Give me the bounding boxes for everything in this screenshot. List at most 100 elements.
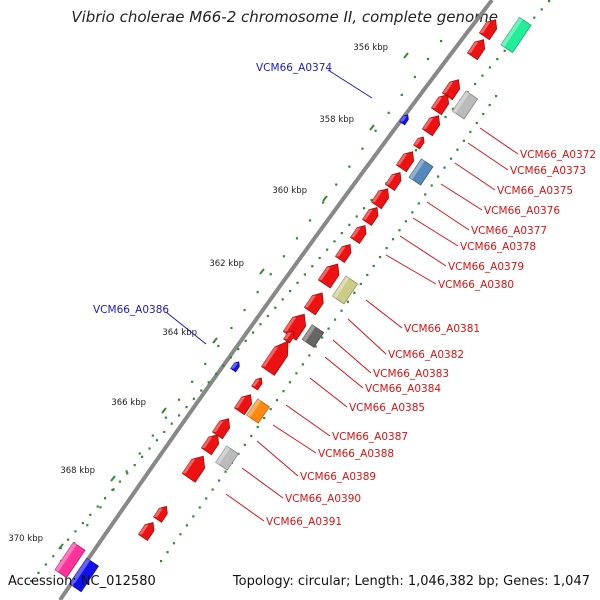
- gene-label-right: VCM66_A0387: [332, 431, 408, 443]
- gc-dot: [155, 439, 158, 442]
- gc-dot: [205, 497, 208, 500]
- leader-line: [327, 69, 373, 99]
- gc-dot: [314, 345, 317, 348]
- gc-dot: [437, 175, 440, 178]
- gene-label-right: VCM66_A0388: [318, 448, 394, 460]
- gc-dot: [398, 229, 401, 232]
- leader-line: [412, 217, 459, 247]
- gc-dot: [326, 248, 329, 251]
- gene-feature: [251, 377, 263, 391]
- gc-dot: [404, 220, 408, 223]
- gc-dot: [282, 390, 285, 393]
- gene-label-right: VCM66_A0390: [285, 493, 361, 505]
- gc-dot: [160, 560, 163, 563]
- gene-feature: [500, 16, 532, 54]
- gc-dot: [256, 291, 259, 294]
- leader-line: [225, 493, 265, 522]
- gc-dot: [444, 116, 447, 119]
- gene-highlight: [479, 22, 491, 33]
- gene-arrow: [384, 172, 402, 192]
- gene-highlight: [362, 209, 373, 220]
- gc-dot: [224, 470, 227, 473]
- gc-dot: [540, 8, 543, 11]
- gc-dot: [269, 273, 272, 276]
- gc-dot: [348, 165, 351, 168]
- chromosome-backbone: [58, 0, 494, 600]
- gc-dot: [411, 211, 414, 214]
- tick-label: 362 kbp: [209, 259, 244, 269]
- gc-dot: [99, 506, 102, 509]
- gc-dot: [217, 479, 221, 482]
- gc-dot: [469, 130, 472, 133]
- gene-feature: [361, 207, 379, 227]
- gene-highlight: [54, 542, 77, 573]
- gc-dot: [166, 551, 169, 554]
- gc-dot: [96, 505, 99, 508]
- gc-dot: [301, 363, 304, 366]
- gene-feature: [211, 418, 231, 440]
- gene-highlight: [371, 191, 383, 202]
- gc-dot: [281, 298, 284, 301]
- gene-highlight: [431, 97, 443, 108]
- gene-arrow: [230, 361, 240, 373]
- gene-feature: [246, 398, 270, 424]
- gc-dot: [449, 157, 453, 160]
- gene-feature: [349, 225, 367, 245]
- gc-dot: [295, 237, 299, 240]
- gene-label-right: VCM66_A0377: [471, 225, 547, 237]
- leader-line: [347, 318, 387, 355]
- gc-dot: [170, 422, 173, 425]
- gene-label-right: VCM66_A0376: [484, 205, 560, 217]
- genome-summary-text: Topology: circular; Length: 1,046,382 bp…: [232, 574, 590, 589]
- gene-arrow: [260, 340, 289, 376]
- gene-highlight: [350, 227, 361, 238]
- gene-arrow: [413, 136, 425, 150]
- tick-label: 368 kbp: [60, 466, 95, 476]
- gc-dot: [275, 399, 279, 402]
- gc-dot: [74, 530, 77, 533]
- gene-highlight: [251, 379, 260, 386]
- gc-dot: [151, 434, 154, 437]
- tick-mark: [161, 407, 167, 414]
- gc-dot: [548, 0, 551, 3]
- gc-dot: [274, 306, 277, 309]
- gc-dot: [230, 326, 233, 330]
- gene-label-right: VCM66_A0389: [300, 471, 376, 483]
- gc-dot: [430, 184, 433, 187]
- gc-dot: [363, 207, 366, 210]
- gene-highlight: [318, 266, 331, 280]
- gc-dot: [488, 103, 491, 107]
- gc-dot: [503, 49, 506, 52]
- gene-block: [451, 90, 479, 120]
- gc-dot: [243, 443, 246, 446]
- gene-block: [301, 324, 325, 348]
- gc-dot: [215, 372, 218, 376]
- gc-dot: [269, 407, 272, 411]
- gene-arrow: [349, 225, 367, 245]
- gc-dot: [296, 281, 299, 284]
- gc-dot: [370, 198, 373, 202]
- leader-line: [365, 299, 403, 329]
- gc-dot: [179, 533, 182, 536]
- tick-mark: [403, 52, 409, 59]
- gene-highlight: [201, 437, 213, 448]
- gene-block: [500, 16, 532, 54]
- gene-block: [246, 398, 270, 424]
- gc-dot: [308, 219, 312, 222]
- gene-highlight: [153, 508, 163, 517]
- gene-arrow: [137, 522, 155, 542]
- leader-line: [241, 467, 284, 499]
- gc-dot: [164, 416, 168, 419]
- gene-highlight: [442, 82, 454, 93]
- gene-highlight: [467, 42, 479, 53]
- gc-dot: [372, 264, 375, 268]
- gc-dot: [318, 256, 321, 260]
- gc-dot: [456, 148, 459, 151]
- gc-dot: [451, 107, 454, 110]
- gene-highlight: [304, 295, 316, 308]
- gene-arrow: [251, 377, 263, 391]
- gc-dot: [67, 538, 70, 541]
- gc-dot: [288, 381, 292, 384]
- gene-feature: [334, 244, 352, 264]
